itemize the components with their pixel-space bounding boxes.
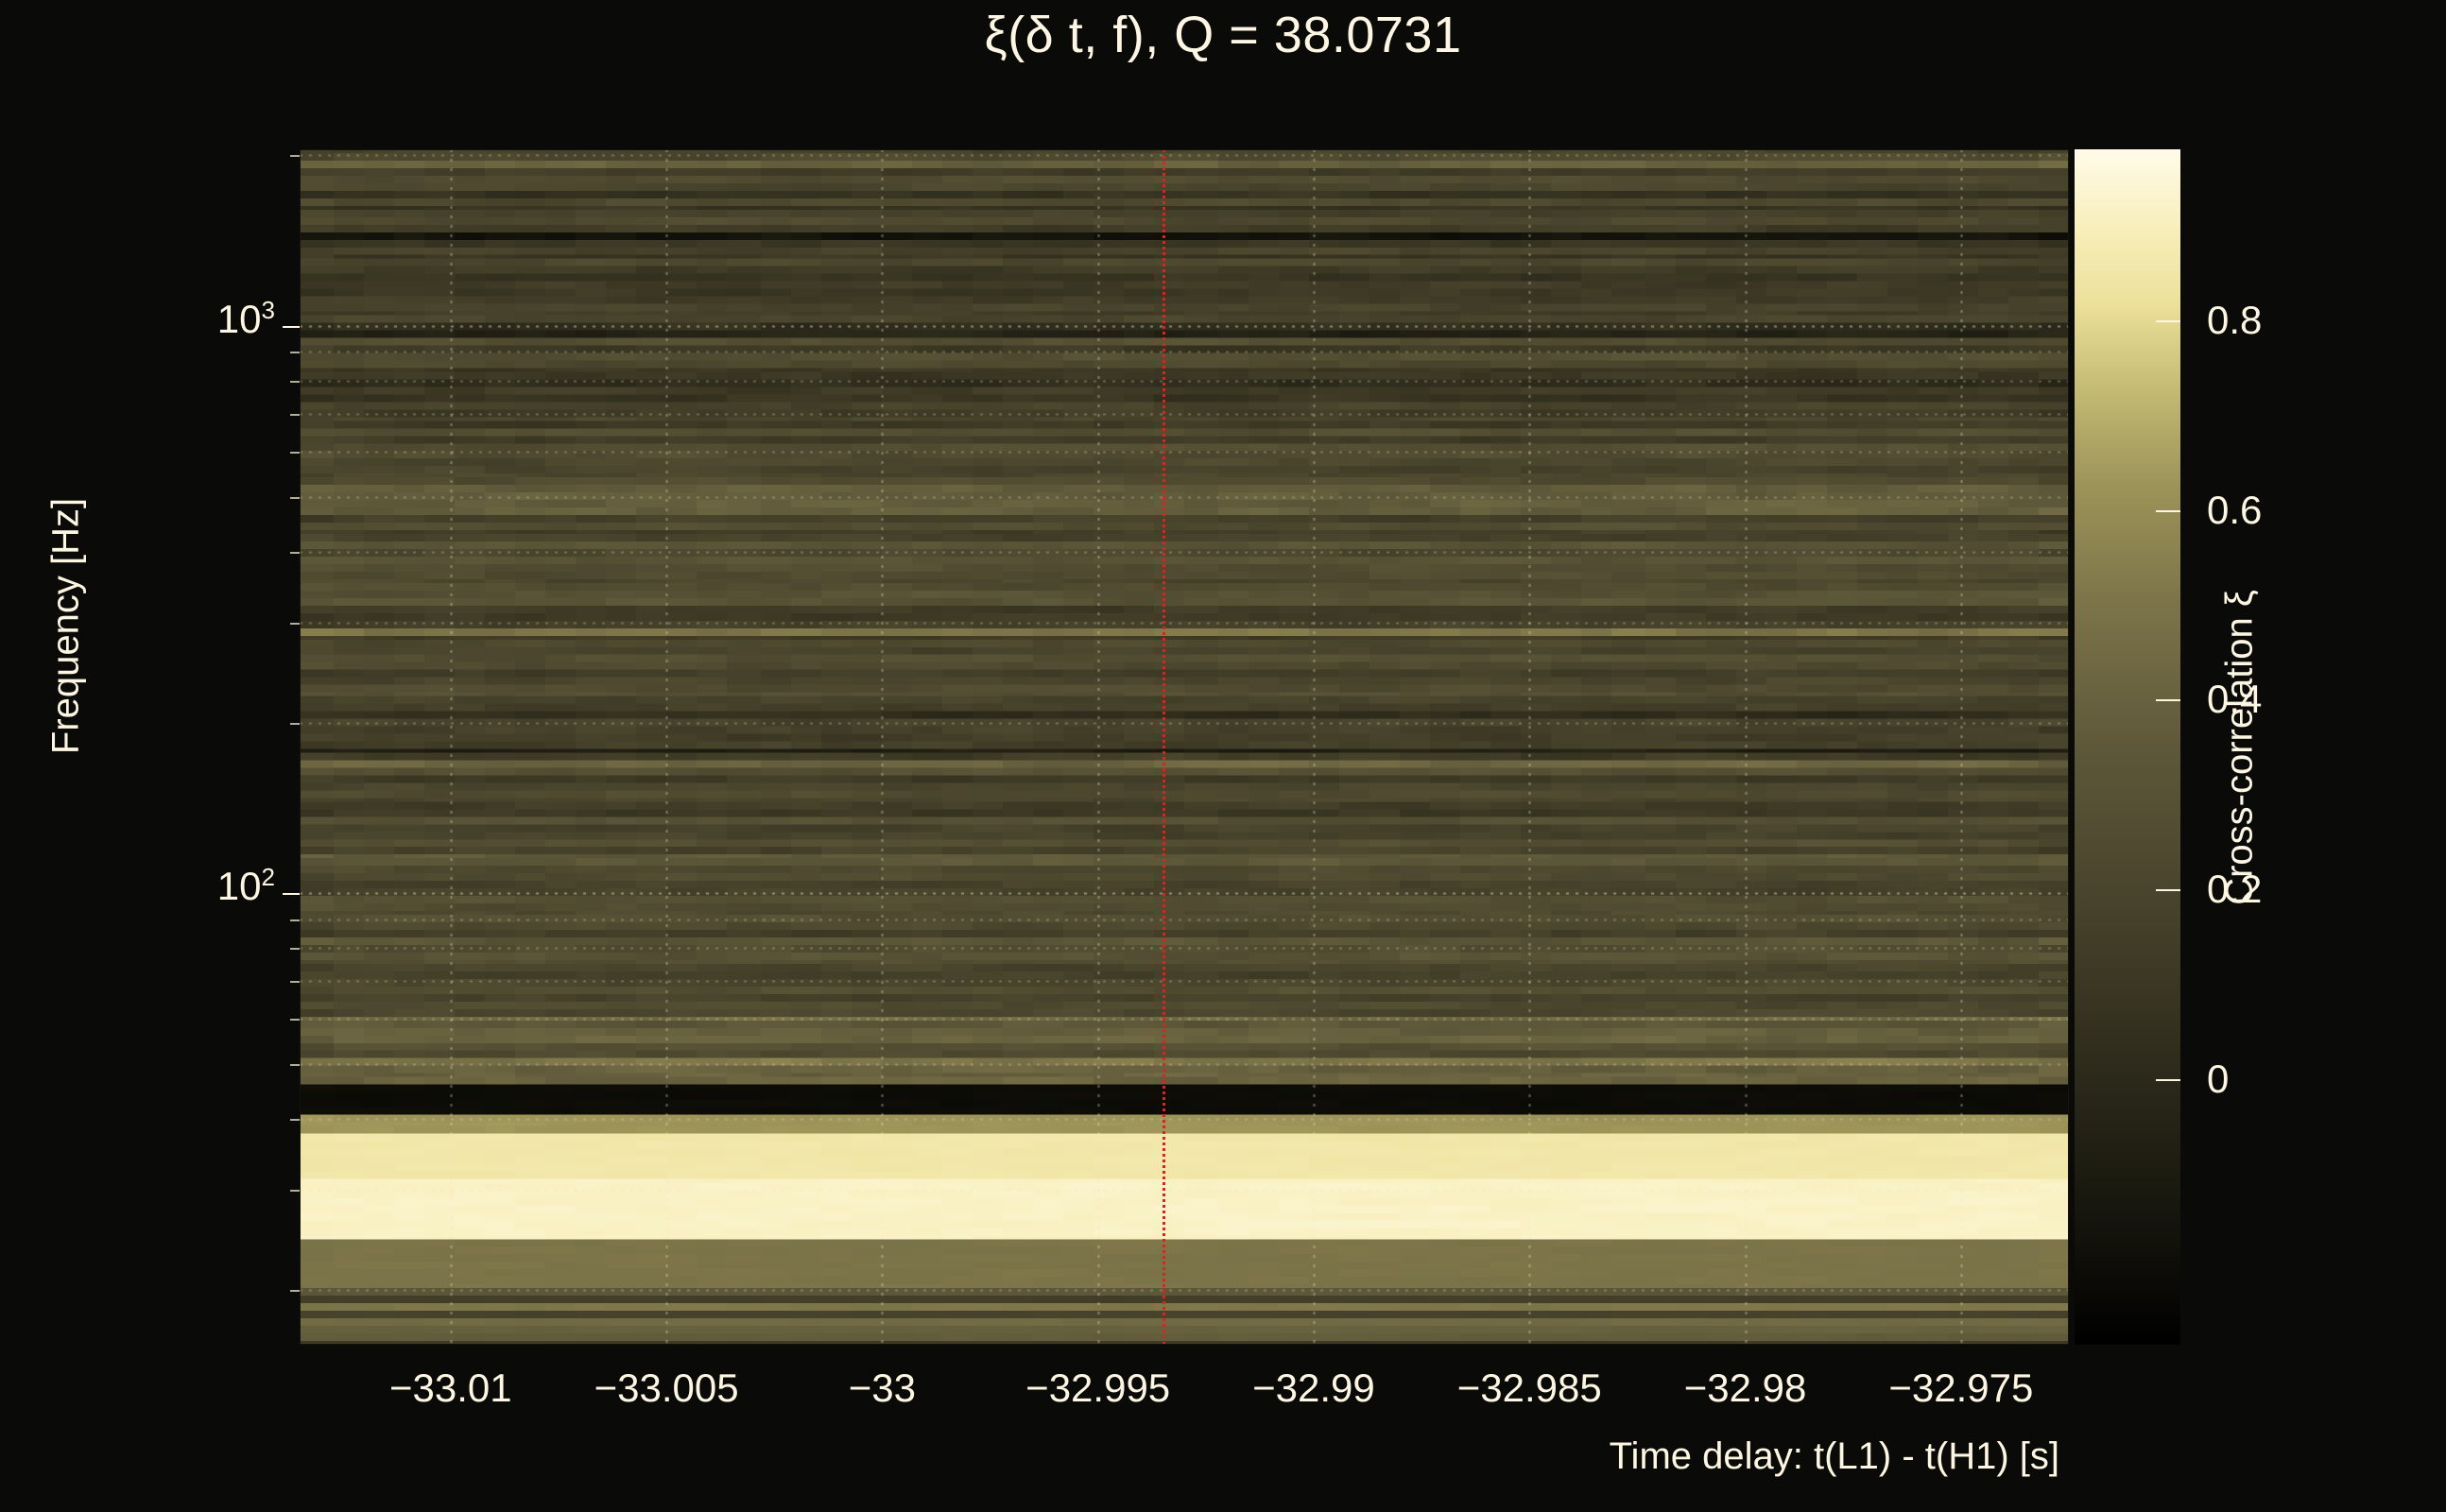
x-tick-label: −33.005 <box>594 1366 739 1410</box>
heatmap-plot-area[interactable] <box>300 149 2069 1345</box>
colorbar-tick-label: 0 <box>2207 1056 2230 1101</box>
y-tick-label: 103 <box>216 295 275 341</box>
y-tick-minor <box>290 496 300 499</box>
chart-title: ξ(δ t, f), Q = 38.0731 <box>984 7 1462 63</box>
x-tick-label: −33 <box>848 1366 916 1410</box>
y-tick-minor <box>290 1019 300 1022</box>
y-tick-minor <box>290 1190 300 1193</box>
y-tick-minor <box>290 622 300 625</box>
colorbar-tick-mark <box>2156 889 2180 892</box>
colorbar-tick-mark <box>2156 699 2180 702</box>
x-tick-label: −32.99 <box>1252 1366 1375 1410</box>
y-tick-minor <box>290 452 300 455</box>
colorbar-tick-label: 0.4 <box>2207 677 2263 722</box>
y-tick-minor <box>290 551 300 554</box>
y-tick-minor <box>290 413 300 416</box>
colorbar-tick-mark <box>2156 1078 2180 1081</box>
x-tick-label: −32.995 <box>1025 1366 1171 1410</box>
x-tick-label: −32.975 <box>1888 1366 2034 1410</box>
y-tick-minor <box>290 948 300 951</box>
y-tick-label: 102 <box>216 863 275 909</box>
y-axis-title: Frequency [Hz] <box>44 497 87 755</box>
y-tick-minor <box>290 981 300 984</box>
colorbar-tick-label: 0.2 <box>2207 867 2263 912</box>
x-tick-label: −32.98 <box>1683 1366 1807 1410</box>
y-tick-minor <box>290 1289 300 1292</box>
x-axis-title: Time delay: t(L1) - t(H1) [s] <box>1609 1435 2059 1477</box>
colorbar[interactable] <box>2075 149 2180 1345</box>
y-tick-minor <box>290 722 300 725</box>
colorbar-tick-label: 0.6 <box>2207 487 2263 532</box>
y-tick-minor <box>290 155 300 158</box>
colorbar-tick-mark <box>2156 509 2180 512</box>
y-tick-minor <box>290 919 300 921</box>
grid-overlay <box>300 149 2069 1345</box>
peak-marker-line <box>1163 149 1166 1345</box>
y-tick-mark <box>283 325 300 328</box>
y-tick-minor <box>290 1119 300 1122</box>
colorbar-tick-mark <box>2156 319 2180 322</box>
colorbar-title: Cross-correlation ξ <box>2218 589 2261 905</box>
y-tick-mark <box>283 893 300 896</box>
colorbar-title-wrap: Cross-correlation ξ <box>2212 149 2268 1345</box>
y-tick-minor <box>290 1063 300 1066</box>
y-tick-minor <box>290 352 300 354</box>
x-tick-label: −32.985 <box>1456 1366 1602 1410</box>
colorbar-gradient <box>2075 149 2180 1345</box>
x-tick-label: −33.01 <box>388 1366 512 1410</box>
colorbar-tick-label: 0.8 <box>2207 297 2263 342</box>
y-tick-minor <box>290 381 300 384</box>
